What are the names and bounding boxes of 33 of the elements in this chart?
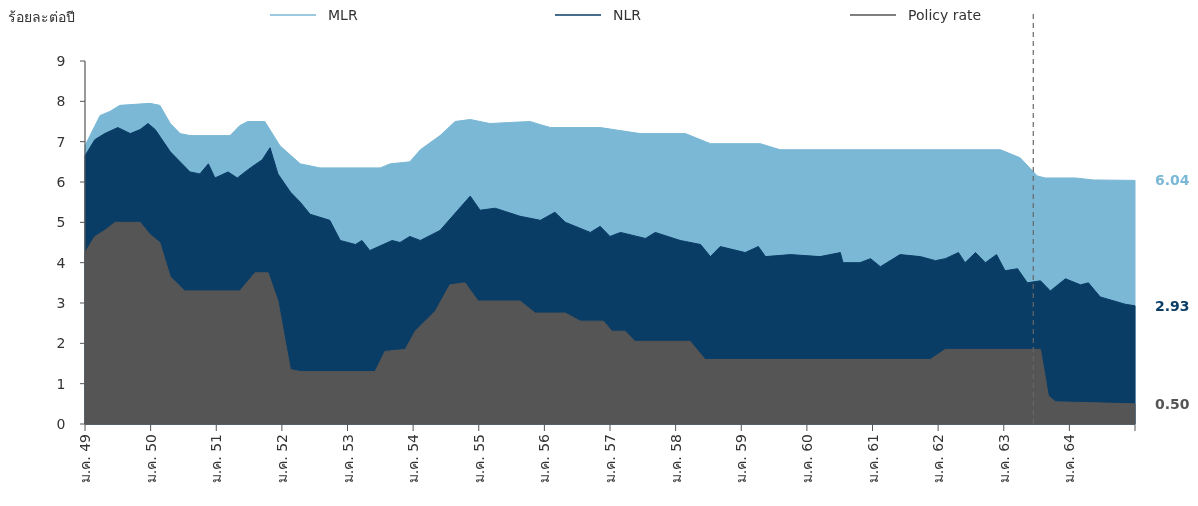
legend-label: NLR [613, 7, 642, 23]
text: 2.93 [1155, 297, 1190, 314]
x-tick-label: ม.ค. 55 [470, 434, 487, 484]
x-tick-label: ม.ค. 63 [995, 434, 1012, 484]
x-tick-label: ม.ค. 50 [142, 434, 159, 484]
x-tick-label: ม.ค. 59 [733, 434, 750, 484]
y-tick-label: 4 [56, 254, 66, 271]
y-tick-label: 5 [56, 214, 66, 231]
y-tick-label: 6 [56, 174, 66, 190]
x-tick-label: ม.ค. 54 [405, 433, 422, 484]
legend-label: Policy rate [908, 7, 982, 23]
y-tick-label: 9 [56, 53, 66, 69]
x-tick-label: ม.ค. 61 [864, 434, 881, 484]
x-tick-label: ม.ค. 51 [208, 434, 225, 484]
x-tick-label: ม.ค. 49 [77, 434, 93, 484]
y-axis-title: ร้อยละต่อปี [8, 9, 75, 25]
x-tick-label: ม.ค. 53 [339, 434, 356, 484]
x-tick-label: ม.ค. 64 [1061, 433, 1078, 484]
y-tick-label: 1 [56, 375, 66, 392]
text: 6.04 [1155, 172, 1190, 189]
x-tick-label: ม.ค. 52 [273, 434, 290, 484]
y-tick-label: 8 [56, 93, 66, 110]
x-tick-label: ม.ค. 62 [930, 434, 947, 484]
x-tick-label: ม.ค. 60 [798, 434, 815, 484]
text: 0.50 [1155, 395, 1190, 412]
x-tick-label: ม.ค. 56 [536, 433, 553, 484]
legend-label: MLR [328, 7, 358, 23]
y-tick-label: 0 [56, 416, 66, 432]
y-tick-label: 3 [56, 295, 66, 311]
x-tick-label: ม.ค. 57 [602, 434, 618, 484]
y-tick-label: 2 [56, 335, 66, 352]
y-tick-label: 7 [56, 133, 66, 150]
x-tick-label: ม.ค. 58 [667, 434, 684, 484]
